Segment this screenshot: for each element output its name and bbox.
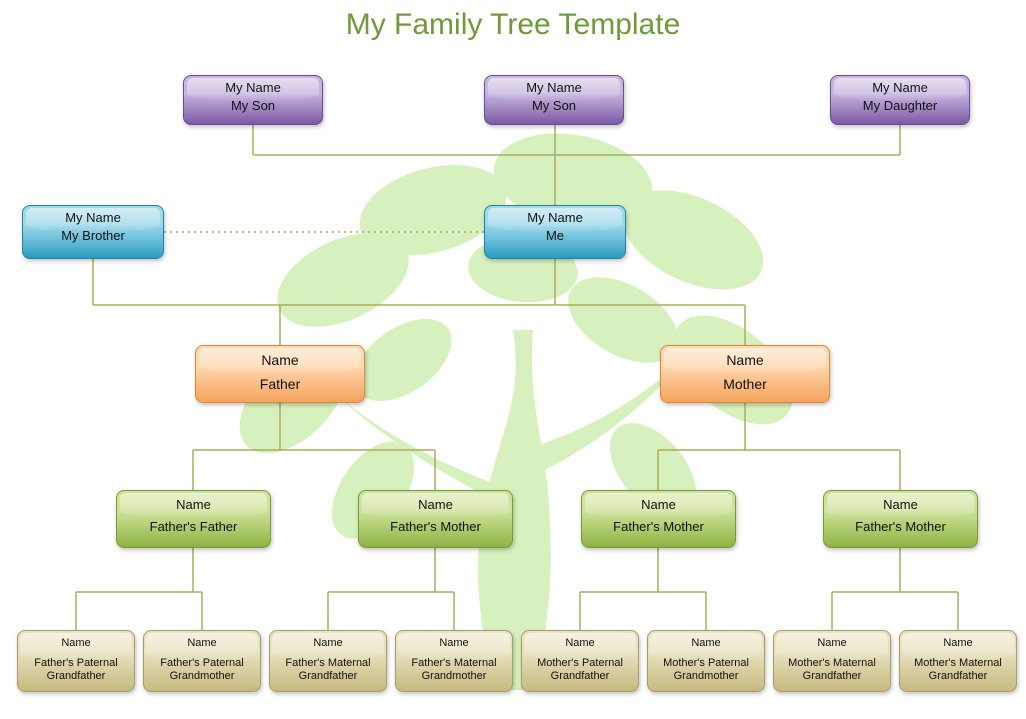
- tree-node-me: My NameMe: [484, 205, 626, 259]
- tree-node-c3: My NameMy Daughter: [830, 75, 970, 125]
- tree-node-g2: NameFather's Paternal Grandmother: [143, 630, 261, 692]
- tree-node-mo: NameMother: [660, 345, 830, 403]
- node-relation-label: Mother's Paternal Grandfather: [522, 649, 638, 682]
- page-title: My Family Tree Template: [0, 8, 1026, 42]
- tree-node-g8: NameMother's Maternal Grandfather: [899, 630, 1017, 692]
- tree-node-g5: NameMother's Paternal Grandfather: [521, 630, 639, 692]
- node-name-label: Name: [582, 491, 735, 512]
- node-name-label: Name: [117, 491, 270, 512]
- node-relation-label: Father: [196, 368, 364, 392]
- tree-node-fa: NameFather: [195, 345, 365, 403]
- node-relation-label: Father's Mother: [824, 512, 977, 535]
- node-name-label: Name: [824, 491, 977, 512]
- node-relation-label: My Daughter: [831, 95, 969, 114]
- node-relation-label: My Son: [485, 95, 623, 114]
- node-name-label: Name: [396, 631, 512, 649]
- node-relation-label: Father's Paternal Grandfather: [18, 649, 134, 682]
- node-relation-label: Mother's Paternal Grandmother: [648, 649, 764, 682]
- node-name-label: Name: [774, 631, 890, 649]
- node-relation-label: Father's Paternal Grandmother: [144, 649, 260, 682]
- node-name-label: My Name: [184, 76, 322, 95]
- node-name-label: Name: [900, 631, 1016, 649]
- tree-node-mm: NameFather's Mother: [823, 490, 978, 548]
- node-relation-label: Father's Maternal Grandmother: [396, 649, 512, 682]
- tree-node-g3: NameFather's Maternal Grandfather: [269, 630, 387, 692]
- tree-node-g7: NameMother's Maternal Grandfather: [773, 630, 891, 692]
- node-relation-label: Father's Father: [117, 512, 270, 535]
- node-name-label: My Name: [485, 76, 623, 95]
- node-name-label: Name: [18, 631, 134, 649]
- node-relation-label: Father's Mother: [359, 512, 512, 535]
- node-name-label: Name: [661, 346, 829, 368]
- tree-node-ff: NameFather's Father: [116, 490, 271, 548]
- node-name-label: Name: [359, 491, 512, 512]
- node-relation-label: Father's Maternal Grandfather: [270, 649, 386, 682]
- tree-node-c1: My NameMy Son: [183, 75, 323, 125]
- node-relation-label: Mother: [661, 368, 829, 392]
- node-name-label: Name: [270, 631, 386, 649]
- tree-node-fm: NameFather's Mother: [358, 490, 513, 548]
- node-relation-label: My Brother: [23, 225, 163, 244]
- node-name-label: My Name: [23, 206, 163, 225]
- tree-node-c2: My NameMy Son: [484, 75, 624, 125]
- tree-node-g6: NameMother's Paternal Grandmother: [647, 630, 765, 692]
- node-name-label: Name: [522, 631, 638, 649]
- node-relation-label: Mother's Maternal Grandfather: [774, 649, 890, 682]
- node-name-label: My Name: [831, 76, 969, 95]
- node-relation-label: My Son: [184, 95, 322, 114]
- tree-node-mf: NameFather's Mother: [581, 490, 736, 548]
- node-relation-label: Mother's Maternal Grandfather: [900, 649, 1016, 682]
- node-relation-label: Me: [485, 225, 625, 244]
- node-name-label: Name: [144, 631, 260, 649]
- node-name-label: My Name: [485, 206, 625, 225]
- tree-node-bro: My NameMy Brother: [22, 205, 164, 259]
- tree-node-g1: NameFather's Paternal Grandfather: [17, 630, 135, 692]
- node-relation-label: Father's Mother: [582, 512, 735, 535]
- node-name-label: Name: [196, 346, 364, 368]
- tree-node-g4: NameFather's Maternal Grandmother: [395, 630, 513, 692]
- node-name-label: Name: [648, 631, 764, 649]
